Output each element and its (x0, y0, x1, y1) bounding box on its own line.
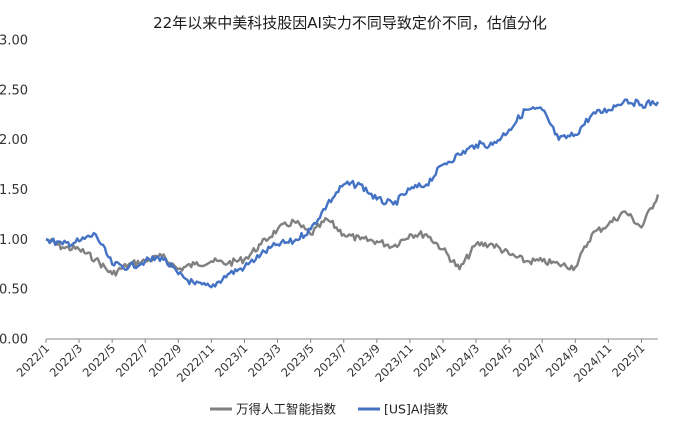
x-tick-label: 2024/5 (477, 341, 516, 380)
y-tick-label: 0.00 (0, 333, 28, 348)
x-axis-ticks: 2022/12022/32022/52022/72022/92022/11202… (14, 339, 648, 385)
x-tick-label: 2023/5 (278, 341, 317, 380)
x-tick-label: 2023/3 (245, 341, 284, 380)
x-tick-label: 2024/7 (510, 341, 549, 380)
x-tick-label: 2024/1 (411, 341, 450, 380)
x-tick-label: 2023/7 (311, 341, 350, 380)
x-tick-label: 2023/1 (212, 341, 251, 380)
x-tick-label: 2024/3 (444, 341, 483, 380)
x-tick-label: 2022/7 (113, 341, 152, 380)
legend: 万得人工智能指数 [US]AI指数 (210, 402, 449, 417)
y-axis-labels: 3.00 2.50 2.00 1.50 1.00 0.50 0.00 (0, 34, 28, 348)
x-tick-label: 2022/5 (80, 341, 119, 380)
y-tick-label: 3.00 (0, 34, 28, 49)
series-line-1 (45, 98, 660, 289)
series-lines (45, 98, 660, 289)
y-tick-label: 1.00 (0, 233, 28, 248)
y-tick-label: 1.50 (0, 183, 28, 198)
legend-label-1: [US]AI指数 (384, 402, 449, 417)
y-tick-label: 2.00 (0, 133, 28, 148)
series-line-0 (45, 194, 660, 277)
x-tick-label: 2022/3 (47, 341, 86, 380)
chart-title: 22年以来中美科技股因AI实力不同导致定价不同，估值分化 (153, 14, 547, 32)
x-tick-label: 2025/1 (609, 341, 648, 380)
legend-label-0: 万得人工智能指数 (236, 402, 337, 417)
y-tick-label: 0.50 (0, 283, 28, 298)
y-tick-label: 2.50 (0, 83, 28, 98)
